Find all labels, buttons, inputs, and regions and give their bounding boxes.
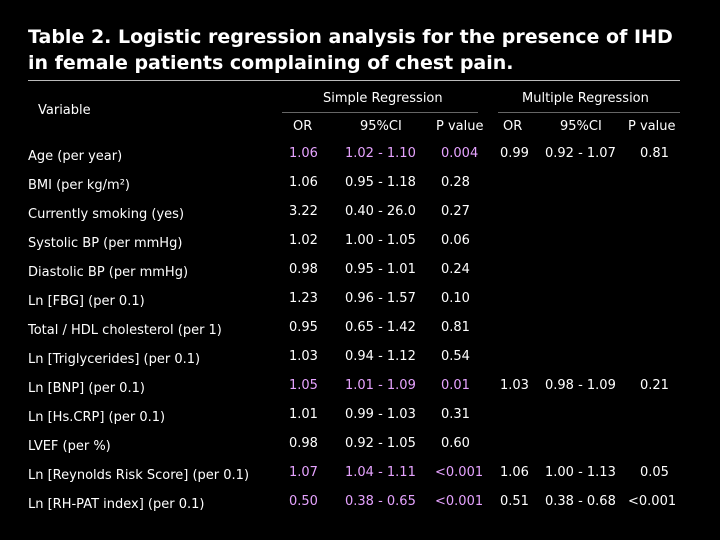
table-row: Ln [Hs.CRP] (per 0.1) 1.01 0.99 - 1.03 0.31: [0, 407, 720, 427]
or-cell: 1.06: [289, 175, 318, 190]
or-cell: 1.07: [289, 465, 318, 480]
ci-cell: 0.92 - 1.05: [345, 436, 416, 451]
header-ci-simple: 95%CI: [360, 119, 402, 134]
p-value-cell: <0.001: [435, 494, 484, 509]
variable-cell: Ln [Reynolds Risk Score] (per 0.1): [28, 468, 250, 483]
multiple-ci-cell: 0.92 - 1.07: [545, 146, 616, 161]
or-cell: 0.98: [289, 262, 318, 277]
ci-cell: 0.96 - 1.57: [345, 291, 416, 306]
header-p-simple: P value: [436, 119, 484, 134]
ci-cell: 1.02 - 1.10: [345, 146, 416, 161]
or-cell: 1.01: [289, 407, 318, 422]
variable-cell: BMI (per kg/m²): [28, 178, 131, 193]
header-variable: Variable: [38, 103, 91, 118]
table-row: Currently smoking (yes) 3.22 0.40 - 26.0 0.…: [0, 204, 720, 224]
header-or-simple: OR: [293, 119, 313, 134]
p-value-cell: 0.28: [441, 175, 470, 190]
variable-cell: Diastolic BP (per mmHg): [28, 265, 189, 280]
p-value-cell: 0.01: [441, 378, 470, 393]
header-simple-regression: Simple Regression: [323, 91, 443, 106]
or-cell: 1.05: [289, 378, 318, 393]
table-row: Ln [Triglycerides] (per 0.1) 1.03 0.94 - 1…: [0, 349, 720, 369]
ci-cell: 1.01 - 1.09: [345, 378, 416, 393]
or-cell: 1.02: [289, 233, 318, 248]
p-value-cell: 0.27: [441, 204, 470, 219]
ci-cell: 0.95 - 1.18: [345, 175, 416, 190]
p-value-cell: 0.10: [441, 291, 470, 306]
table-title: Table 2. Logistic regression analysis fo…: [28, 26, 673, 74]
table-row: Age (per year) 1.06 1.02 - 1.10 0.004 0.99 0.…: [0, 146, 720, 166]
table-row: Diastolic BP (per mmHg) 0.98 0.95 - 1.01 0.…: [0, 262, 720, 282]
variable-cell: Ln [RH-PAT index] (per 0.1): [28, 497, 205, 512]
table-row: Ln [Reynolds Risk Score] (per 0.1) 1.07 1.…: [0, 465, 720, 485]
table-row: Ln [BNP] (per 0.1) 1.05 1.01 - 1.09 0.01 1.0…: [0, 378, 720, 398]
p-value-cell: 0.60: [441, 436, 470, 451]
multiple-p-value-cell: 0.21: [640, 378, 669, 393]
or-cell: 0.50: [289, 494, 318, 509]
header-multiple-regression: Multiple Regression: [522, 91, 649, 106]
multiple-ci-cell: 1.00 - 1.13: [545, 465, 616, 480]
or-cell: 0.95: [289, 320, 318, 335]
multiple-or-cell: 0.99: [500, 146, 529, 161]
multiple-ci-cell: 0.98 - 1.09: [545, 378, 616, 393]
p-value-cell: 0.54: [441, 349, 470, 364]
variable-cell: Total / HDL cholesterol (per 1): [28, 323, 222, 338]
title-divider: [28, 80, 680, 81]
variable-cell: Ln [Triglycerides] (per 0.1): [28, 352, 201, 367]
ci-cell: 0.65 - 1.42: [345, 320, 416, 335]
multiple-p-value-cell: 0.05: [640, 465, 669, 480]
header-ci-multiple: 95%CI: [560, 119, 602, 134]
or-cell: 3.22: [289, 204, 318, 219]
table-row: Total / HDL cholesterol (per 1) 0.95 0.65 …: [0, 320, 720, 340]
table-row: LVEF (per %) 0.98 0.92 - 1.05 0.60: [0, 436, 720, 456]
multiple-p-value-cell: <0.001: [628, 494, 677, 509]
p-value-cell: 0.004: [441, 146, 479, 161]
variable-cell: Systolic BP (per mmHg): [28, 236, 183, 251]
p-value-cell: 0.31: [441, 407, 470, 422]
ci-cell: 0.38 - 0.65: [345, 494, 416, 509]
or-cell: 0.98: [289, 436, 318, 451]
variable-cell: Ln [Hs.CRP] (per 0.1): [28, 410, 166, 425]
table-row: Ln [RH-PAT index] (per 0.1) 0.50 0.38 - 0.…: [0, 494, 720, 514]
variable-cell: Ln [FBG] (per 0.1): [28, 294, 145, 309]
table-row: Ln [FBG] (per 0.1) 1.23 0.96 - 1.57 0.10: [0, 291, 720, 311]
variable-cell: Ln [BNP] (per 0.1): [28, 381, 145, 396]
variable-cell: Age (per year): [28, 149, 123, 164]
simple-regression-underline: [282, 112, 478, 113]
variable-cell: Currently smoking (yes): [28, 207, 185, 222]
p-value-cell: 0.06: [441, 233, 470, 248]
multiple-regression-underline: [498, 112, 680, 113]
ci-cell: 0.99 - 1.03: [345, 407, 416, 422]
header-p-multiple: P value: [628, 119, 676, 134]
multiple-or-cell: 0.51: [500, 494, 529, 509]
p-value-cell: <0.001: [435, 465, 484, 480]
ci-cell: 0.40 - 26.0: [345, 204, 416, 219]
table-row: Systolic BP (per mmHg) 1.02 1.00 - 1.05 0.0…: [0, 233, 720, 253]
or-cell: 1.03: [289, 349, 318, 364]
ci-cell: 0.94 - 1.12: [345, 349, 416, 364]
variable-cell: LVEF (per %): [28, 439, 111, 454]
multiple-or-cell: 1.03: [500, 378, 529, 393]
table-row: BMI (per kg/m²) 1.06 0.95 - 1.18 0.28: [0, 175, 720, 195]
multiple-p-value-cell: 0.81: [640, 146, 669, 161]
ci-cell: 1.04 - 1.11: [345, 465, 416, 480]
p-value-cell: 0.24: [441, 262, 470, 277]
p-value-cell: 0.81: [441, 320, 470, 335]
or-cell: 1.23: [289, 291, 318, 306]
multiple-or-cell: 1.06: [500, 465, 529, 480]
ci-cell: 0.95 - 1.01: [345, 262, 416, 277]
or-cell: 1.06: [289, 146, 318, 161]
header-or-multiple: OR: [503, 119, 523, 134]
ci-cell: 1.00 - 1.05: [345, 233, 416, 248]
multiple-ci-cell: 0.38 - 0.68: [545, 494, 616, 509]
